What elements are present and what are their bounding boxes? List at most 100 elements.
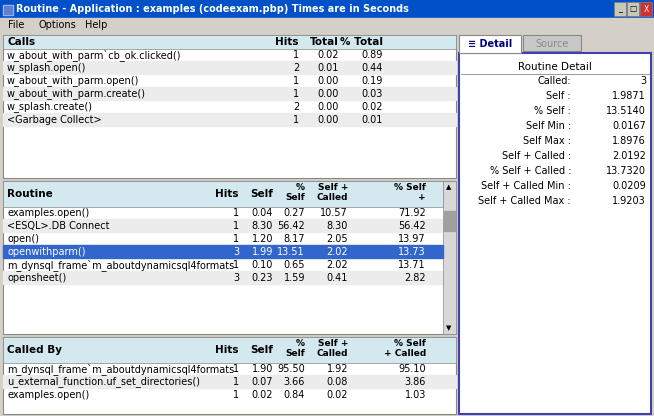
- Text: Hits: Hits: [216, 189, 239, 199]
- Text: u_external_function.uf_set_directories(): u_external_function.uf_set_directories(): [7, 376, 200, 387]
- Text: 0.02: 0.02: [326, 390, 348, 400]
- Text: Self +: Self +: [317, 183, 348, 191]
- Text: ≡ Detail: ≡ Detail: [468, 39, 512, 49]
- Text: Routine Detail: Routine Detail: [518, 62, 592, 72]
- Text: ▲: ▲: [446, 184, 452, 190]
- Text: 2.0192: 2.0192: [612, 151, 646, 161]
- Text: 0.27: 0.27: [283, 208, 305, 218]
- Text: 0.10: 0.10: [252, 260, 273, 270]
- Bar: [0, 18, 654, 32]
- Text: 1.90: 1.90: [252, 364, 273, 374]
- Text: 3: 3: [233, 247, 239, 257]
- Text: m_dynsql_frame`m_aboutdynamicsql4formats: m_dynsql_frame`m_aboutdynamicsql4formats: [7, 259, 234, 271]
- Text: 0.02: 0.02: [362, 102, 383, 112]
- Text: Help: Help: [85, 20, 107, 30]
- Text: 0.84: 0.84: [284, 390, 305, 400]
- Text: 2.05: 2.05: [326, 234, 348, 244]
- Text: Called: Called: [317, 193, 348, 203]
- Text: 3: 3: [640, 76, 646, 86]
- Text: 2.02: 2.02: [326, 260, 348, 270]
- Text: + Called: + Called: [384, 349, 426, 359]
- Text: Hits: Hits: [216, 345, 239, 355]
- Text: Self Min :: Self Min :: [526, 121, 571, 131]
- Text: 8.30: 8.30: [252, 221, 273, 231]
- Text: Hits: Hits: [275, 37, 299, 47]
- Bar: [640, 2, 652, 16]
- Text: 3.66: 3.66: [284, 377, 305, 387]
- Text: % Self :: % Self :: [534, 106, 571, 116]
- Text: 1: 1: [293, 115, 299, 125]
- Text: 1.99: 1.99: [252, 247, 273, 257]
- Text: 0.02: 0.02: [252, 390, 273, 400]
- Text: open(): open(): [7, 234, 39, 244]
- Text: 0.03: 0.03: [362, 89, 383, 99]
- Text: 0.00: 0.00: [318, 89, 339, 99]
- Text: 1: 1: [233, 208, 239, 218]
- Text: openwithparm(): openwithparm(): [7, 247, 86, 257]
- Text: <ESQL>.DB Connect: <ESQL>.DB Connect: [7, 221, 109, 231]
- Text: 13.51: 13.51: [277, 247, 305, 257]
- Text: 0.0209: 0.0209: [612, 181, 646, 191]
- Text: 0.44: 0.44: [362, 63, 383, 73]
- Text: % Self: % Self: [394, 339, 426, 347]
- Text: 0.41: 0.41: [326, 273, 348, 283]
- Text: 1.9203: 1.9203: [612, 196, 646, 206]
- Text: %: %: [296, 339, 305, 347]
- Text: ▼: ▼: [446, 325, 452, 331]
- Bar: [523, 35, 581, 51]
- Bar: [3, 61, 456, 74]
- Text: X: X: [644, 5, 649, 13]
- Text: w_splash.create(): w_splash.create(): [7, 102, 93, 112]
- Text: 0.00: 0.00: [318, 76, 339, 86]
- Text: Self :: Self :: [546, 91, 571, 101]
- Text: w_about_with_parm.open(): w_about_with_parm.open(): [7, 76, 139, 87]
- Text: +: +: [419, 193, 426, 203]
- Text: 1: 1: [293, 89, 299, 99]
- Text: 1.03: 1.03: [405, 390, 426, 400]
- Text: □: □: [629, 5, 636, 13]
- Text: m_dynsql_frame`m_aboutdynamicsql4formats: m_dynsql_frame`m_aboutdynamicsql4formats: [7, 363, 234, 375]
- Text: 3: 3: [233, 273, 239, 283]
- Text: 10.57: 10.57: [320, 208, 348, 218]
- Text: Source: Source: [536, 39, 569, 49]
- Text: Routine: Routine: [7, 189, 53, 199]
- Text: Self + Called Max :: Self + Called Max :: [478, 196, 571, 206]
- Bar: [3, 245, 443, 258]
- Text: 1.9871: 1.9871: [612, 91, 646, 101]
- Bar: [3, 35, 456, 49]
- Text: Routine - Application : examples (codeexam.pbp) Times are in Seconds: Routine - Application : examples (codeex…: [16, 4, 409, 14]
- Bar: [3, 113, 456, 126]
- Text: 1.8976: 1.8976: [612, 136, 646, 146]
- Text: 0.19: 0.19: [362, 76, 383, 86]
- Text: w_about_with_parm.create(): w_about_with_parm.create(): [7, 89, 146, 99]
- Text: 0.00: 0.00: [318, 115, 339, 125]
- Text: 2: 2: [293, 102, 299, 112]
- Text: 1: 1: [233, 234, 239, 244]
- Text: Self Max :: Self Max :: [523, 136, 571, 146]
- Text: <Garbage Collect>: <Garbage Collect>: [7, 115, 101, 125]
- Text: 13.71: 13.71: [398, 260, 426, 270]
- Text: 1.59: 1.59: [283, 273, 305, 283]
- Text: 0.65: 0.65: [283, 260, 305, 270]
- Text: 0.01: 0.01: [362, 115, 383, 125]
- Text: 0.23: 0.23: [252, 273, 273, 283]
- Bar: [459, 35, 521, 53]
- Text: Self +: Self +: [317, 339, 348, 347]
- Bar: [3, 181, 443, 207]
- Text: 2.82: 2.82: [404, 273, 426, 283]
- Text: 1: 1: [233, 377, 239, 387]
- Bar: [443, 181, 456, 334]
- Text: Called:: Called:: [538, 76, 571, 86]
- Text: 13.7320: 13.7320: [606, 166, 646, 176]
- Text: 2.02: 2.02: [326, 247, 348, 257]
- Text: % Total: % Total: [340, 37, 383, 47]
- Text: 0.0167: 0.0167: [612, 121, 646, 131]
- Bar: [627, 2, 639, 16]
- Bar: [3, 5, 13, 15]
- Bar: [3, 337, 456, 414]
- Text: w_splash.open(): w_splash.open(): [7, 62, 86, 74]
- Text: 95.10: 95.10: [398, 364, 426, 374]
- Text: 1.20: 1.20: [252, 234, 273, 244]
- Text: 0.01: 0.01: [318, 63, 339, 73]
- Text: 13.5140: 13.5140: [606, 106, 646, 116]
